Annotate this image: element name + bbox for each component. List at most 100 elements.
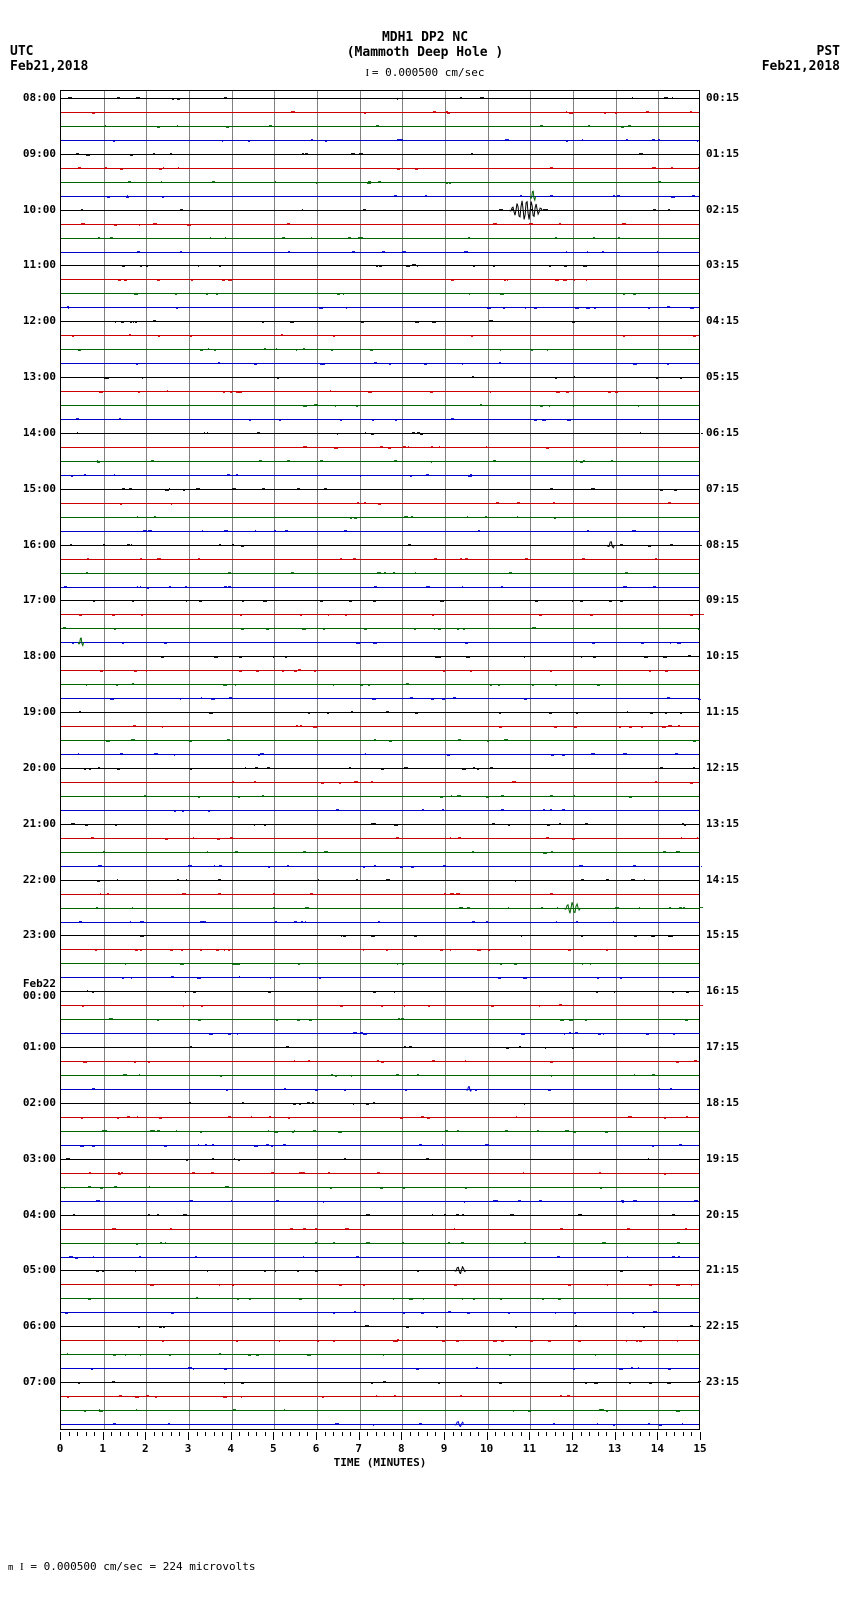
x-tick-label: 3 [185, 1442, 192, 1455]
x-tick-minor [282, 1432, 283, 1436]
trace-row [61, 559, 699, 560]
trace-row [61, 1396, 699, 1397]
trace-row [61, 600, 699, 601]
trace-baseline [61, 824, 699, 825]
trace-baseline [61, 1075, 699, 1076]
trace-row [61, 838, 699, 839]
trace-row [61, 265, 699, 266]
pst-hour-label: 03:15 [706, 258, 756, 271]
utc-hour-label: 05:00 [6, 1263, 56, 1276]
pst-hour-label: 21:15 [706, 1263, 756, 1276]
trace-baseline [61, 977, 699, 978]
utc-hour-label: 22:00 [6, 873, 56, 886]
x-tick-minor [581, 1432, 582, 1436]
x-tick-minor [265, 1432, 266, 1436]
trace-row [61, 489, 699, 490]
trace-baseline [61, 1410, 699, 1411]
utc-hour-label: 03:00 [6, 1152, 56, 1165]
trace-row [61, 1033, 699, 1034]
x-tick-label: 13 [608, 1442, 621, 1455]
trace-row [61, 1187, 699, 1188]
x-tick-minor [248, 1432, 249, 1436]
pst-hour-label: 04:15 [706, 314, 756, 327]
x-tick-major [657, 1432, 658, 1440]
utc-hour-label: 16:00 [6, 538, 56, 551]
trace-baseline [61, 782, 699, 783]
trace-baseline [61, 419, 699, 420]
trace-baseline [61, 1117, 699, 1118]
seismogram-container: UTC Feb21,2018 PST Feb21,2018 MDH1 DP2 N… [0, 0, 850, 1613]
trace-baseline [61, 1270, 699, 1271]
trace-row [61, 1354, 699, 1355]
x-tick-label: 8 [398, 1442, 405, 1455]
trace-row [61, 1326, 699, 1327]
utc-hour-label: 07:00 [6, 1375, 56, 1388]
pst-hour-label: 18:15 [706, 1096, 756, 1109]
utc-hour-label: 11:00 [6, 258, 56, 271]
trace-baseline [61, 1424, 699, 1425]
trace-row [61, 503, 699, 504]
trace-baseline [61, 377, 699, 378]
trace-baseline [61, 1284, 699, 1285]
trace-row [61, 1229, 699, 1230]
trace-row [61, 1145, 699, 1146]
trace-baseline [61, 293, 699, 294]
trace-baseline [61, 684, 699, 685]
x-tick-minor [410, 1432, 411, 1436]
footer-note: m I = 0.000500 cm/sec = 224 microvolts [8, 1560, 256, 1573]
x-tick-minor [674, 1432, 675, 1436]
x-tick-major [572, 1432, 573, 1440]
x-tick-minor [598, 1432, 599, 1436]
pst-hour-label: 10:15 [706, 649, 756, 662]
trace-baseline [61, 140, 699, 141]
x-tick-minor [546, 1432, 547, 1436]
x-tick-minor [69, 1432, 70, 1436]
x-tick-label: 9 [441, 1442, 448, 1455]
x-tick-minor [154, 1432, 155, 1436]
trace-row [61, 1270, 699, 1271]
x-tick-minor [111, 1432, 112, 1436]
trace-row [61, 321, 699, 322]
x-tick-minor [86, 1432, 87, 1436]
trace-row [61, 210, 699, 211]
x-tick-major [487, 1432, 488, 1440]
x-tick-major [700, 1432, 701, 1440]
trace-row [61, 461, 699, 462]
trace-row [61, 1340, 699, 1341]
utc-hour-label: 04:00 [6, 1208, 56, 1221]
x-tick-major [231, 1432, 232, 1440]
trace-row [61, 712, 699, 713]
trace-row [61, 545, 699, 546]
trace-row [61, 894, 699, 895]
x-tick-minor [640, 1432, 641, 1436]
x-tick-major [359, 1432, 360, 1440]
station-name: (Mammoth Deep Hole ) [0, 45, 850, 60]
trace-row [61, 126, 699, 127]
x-tick-minor [470, 1432, 471, 1436]
trace-row [61, 1173, 699, 1174]
trace-baseline [61, 698, 699, 699]
x-tick-minor [205, 1432, 206, 1436]
trace-row [61, 824, 699, 825]
utc-hour-label: 00:00 [6, 989, 56, 1002]
x-tick-minor [239, 1432, 240, 1436]
trace-row [61, 1424, 699, 1425]
x-tick-minor [384, 1432, 385, 1436]
trace-row [61, 140, 699, 141]
trace-row [61, 168, 699, 169]
trace-baseline [61, 461, 699, 462]
trace-baseline [61, 810, 699, 811]
trace-baseline [61, 1257, 699, 1258]
trace-row [61, 531, 699, 532]
trace-row [61, 238, 699, 239]
trace-row [61, 1243, 699, 1244]
trace-baseline [61, 349, 699, 350]
x-tick-minor [418, 1432, 419, 1436]
trace-baseline [61, 98, 699, 99]
trace-baseline [61, 1145, 699, 1146]
trace-baseline [61, 1382, 699, 1383]
x-tick-minor [376, 1432, 377, 1436]
trace-baseline [61, 880, 699, 881]
x-tick-minor [512, 1432, 513, 1436]
trace-baseline [61, 726, 699, 727]
